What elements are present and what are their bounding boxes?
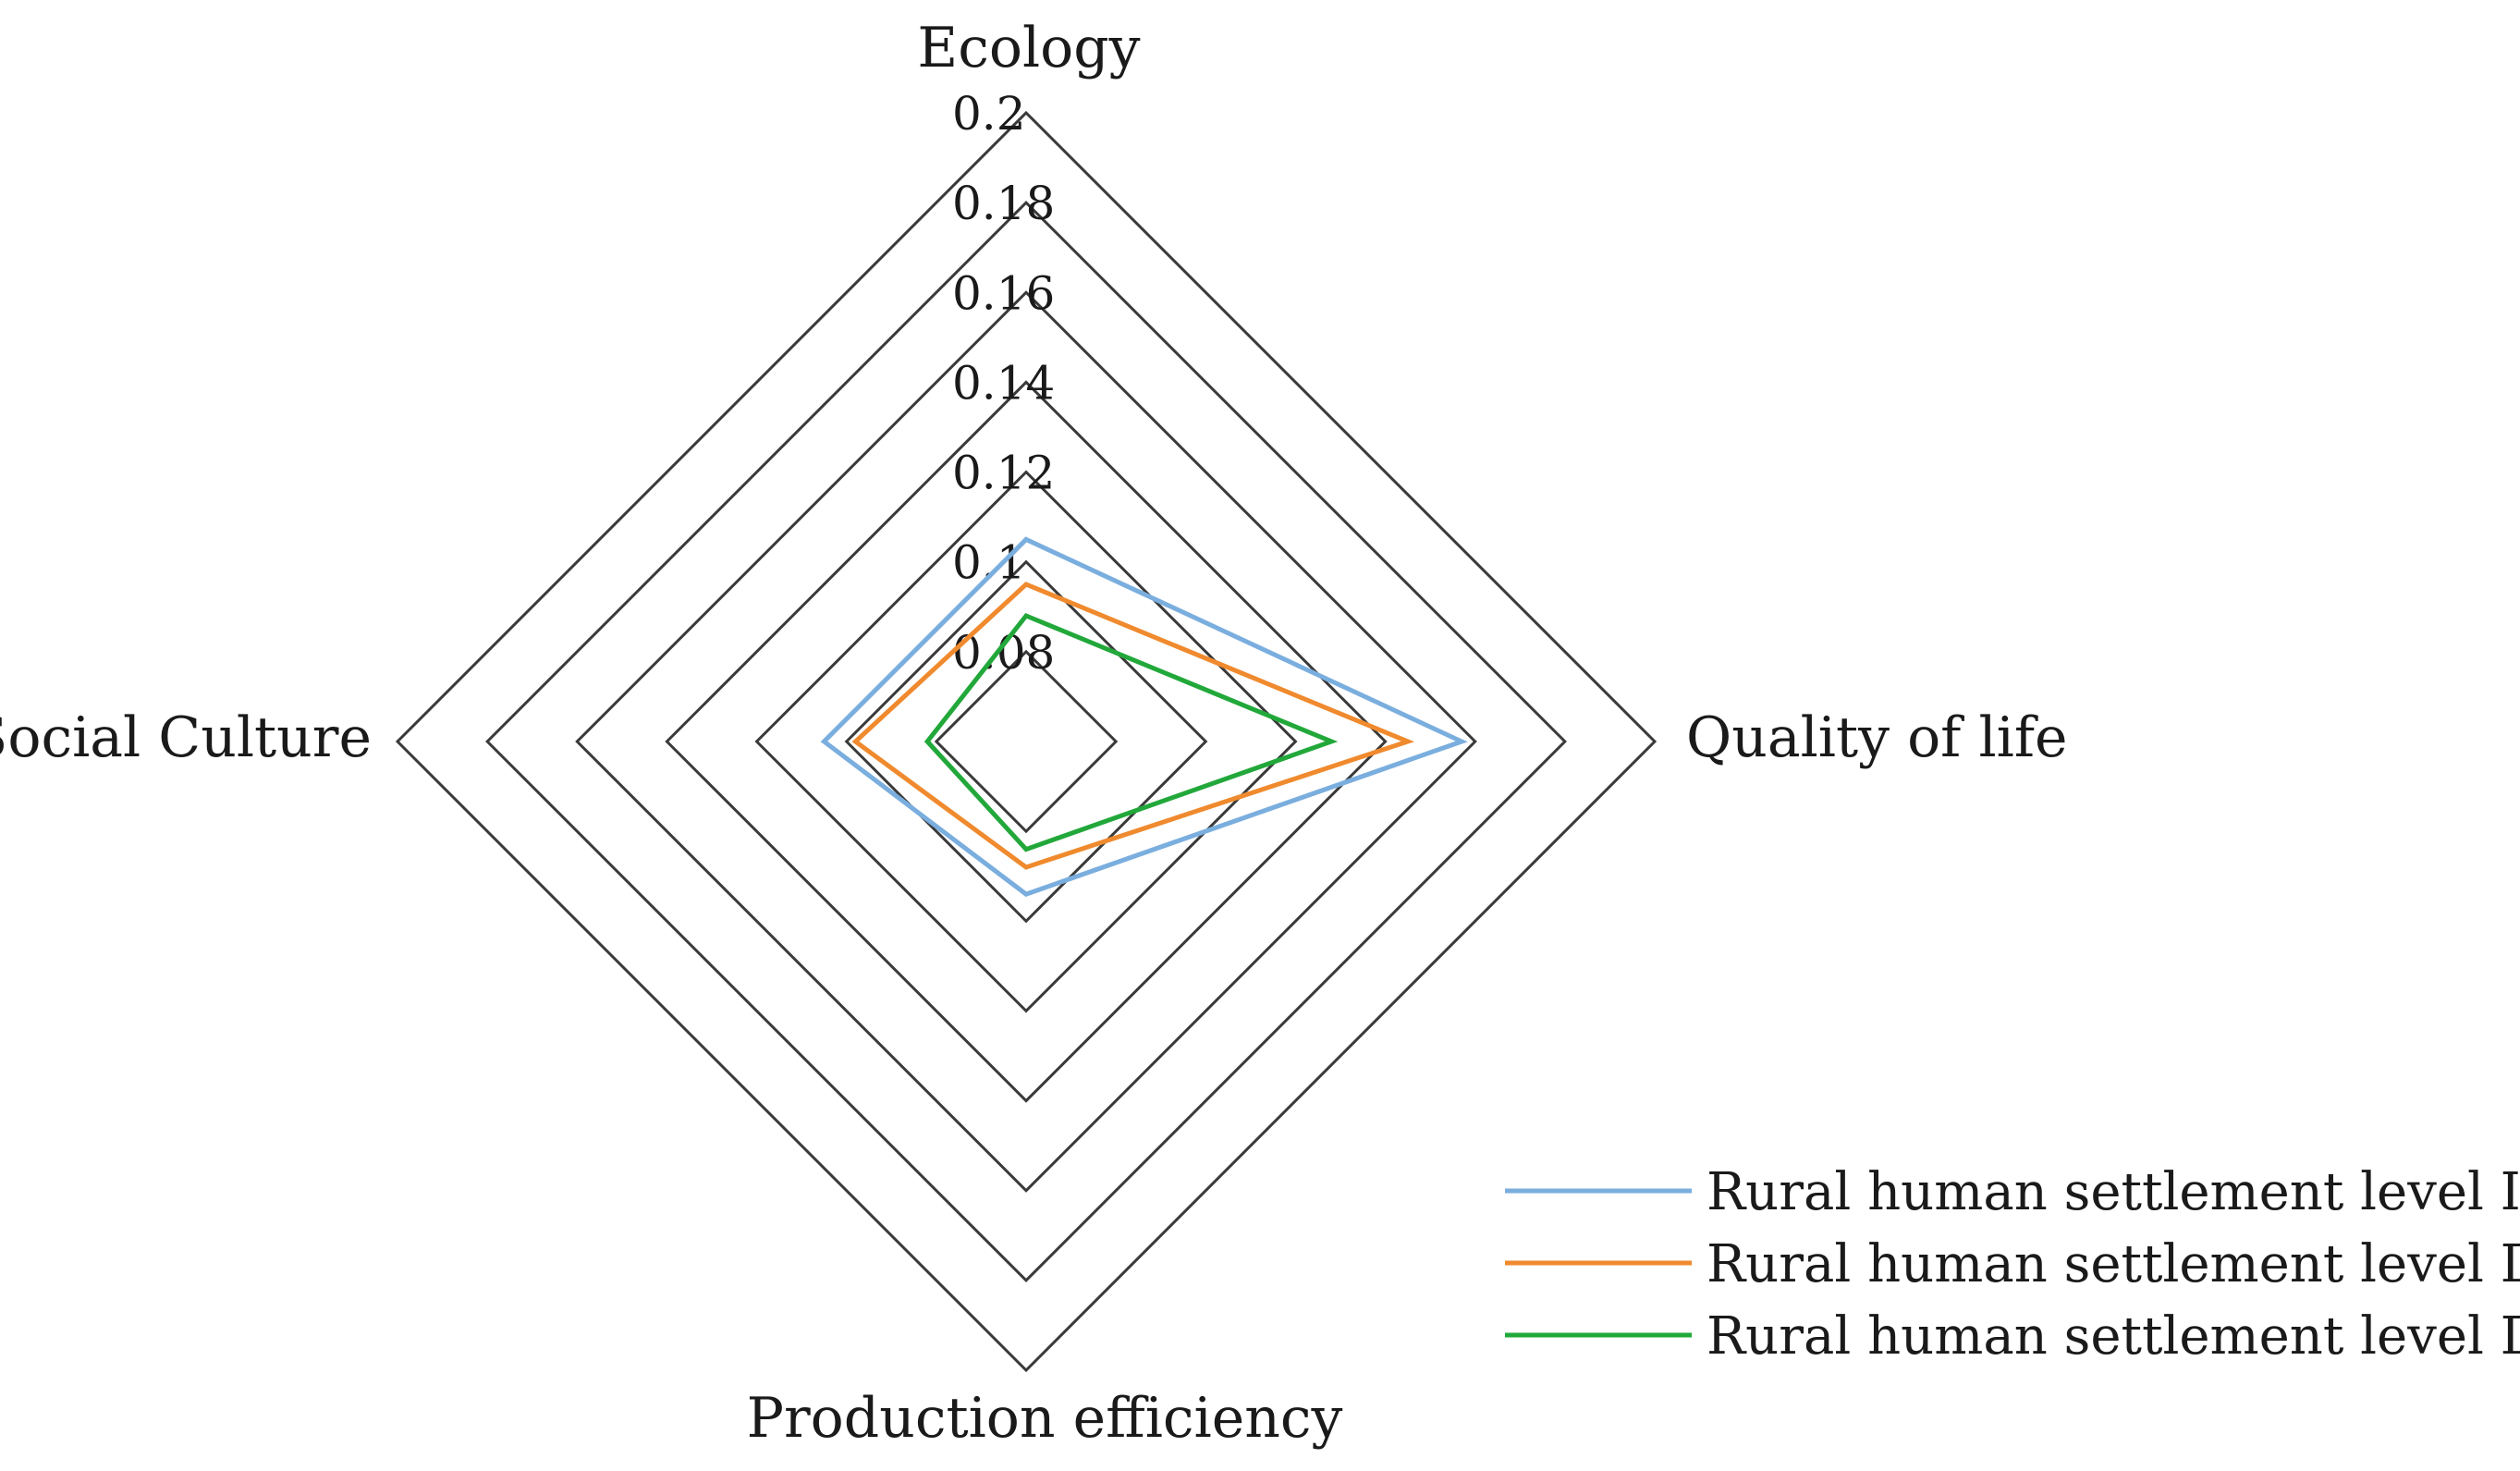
- axis-label-production-efficiency: Production efficiency: [747, 1386, 1343, 1451]
- axis-label-social-culture: Social Culture: [0, 705, 372, 770]
- series-line-3: [924, 612, 1339, 852]
- tick-label: 0.2: [952, 87, 1026, 141]
- tick-label: 0.18: [952, 177, 1055, 230]
- grid-ring-0.18: [485, 201, 1567, 1282]
- axis-label-quality-of-life: Quality of life: [1686, 705, 2068, 770]
- grid-ring-0.08: [934, 649, 1119, 834]
- tick-label: 0.12: [952, 447, 1055, 500]
- legend-label-2: Rural human settlement level Ⅱ: [1707, 1234, 2520, 1294]
- grid-ring-0.2: [395, 110, 1658, 1373]
- series-line-1: [820, 536, 1468, 897]
- grid-ring-0.14: [665, 380, 1388, 1103]
- radar-axis-labels: Ecology Quality of life Production effic…: [0, 16, 2068, 1451]
- tick-label: 0.1: [952, 536, 1026, 590]
- grid-ring-0.16: [575, 290, 1477, 1193]
- grid-ring-0.12: [754, 470, 1298, 1013]
- tick-label: 0.08: [952, 626, 1055, 680]
- tick-label: 0.14: [952, 356, 1055, 410]
- axis-label-ecology: Ecology: [917, 16, 1140, 80]
- legend-label-3: Rural human settlement level Ⅲ: [1707, 1306, 2520, 1367]
- grid-ring-0.1: [844, 559, 1208, 924]
- radar-tick-labels: 0.08 0.1 0.12 0.14 0.16 0.18 0.2: [952, 87, 1055, 680]
- series-line-2: [851, 582, 1415, 870]
- radar-grid: [395, 110, 1658, 1373]
- tick-label: 0.16: [952, 266, 1055, 320]
- legend-label-1: Rural human settlement level Ⅰ: [1707, 1162, 2520, 1222]
- radar-series: [820, 536, 1468, 897]
- legend: Rural human settlement level Ⅰ Rural huma…: [1505, 1162, 2520, 1367]
